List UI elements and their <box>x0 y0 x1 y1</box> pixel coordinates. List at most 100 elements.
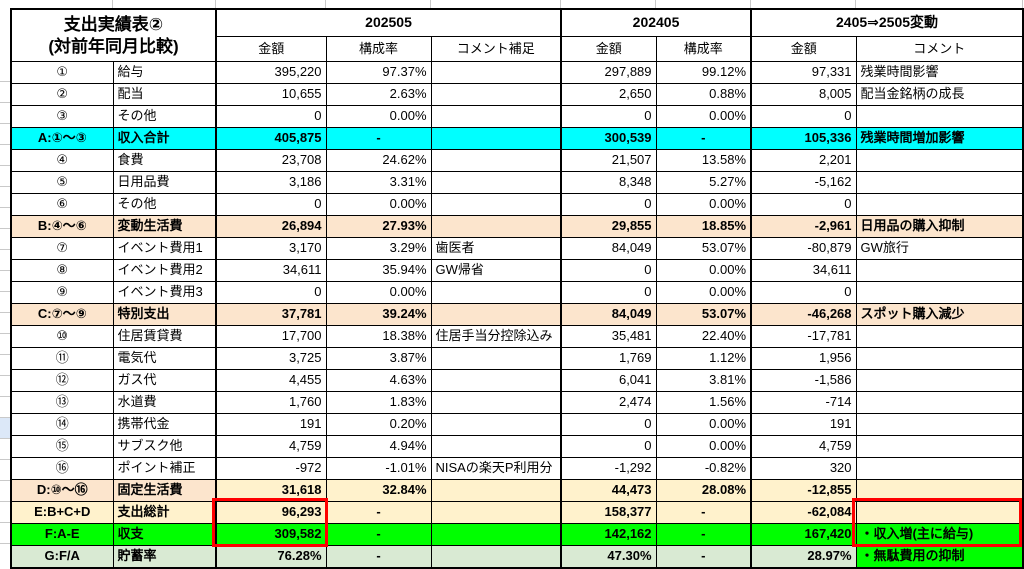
comment-supplement-cell[interactable]: NISAの楽天P利用分 <box>430 457 562 480</box>
row-id-cell[interactable]: E:B+C+D <box>10 501 114 524</box>
change-amount-cell[interactable]: -5,162 <box>750 171 857 194</box>
amount-202405-cell[interactable]: 6,041 <box>560 369 657 392</box>
ratio-202505-cell[interactable]: - <box>325 501 432 524</box>
item-name-cell[interactable]: 日用品費 <box>112 171 217 194</box>
change-comment-cell[interactable] <box>855 259 1024 282</box>
amount-202505-cell[interactable]: 4,759 <box>215 435 327 458</box>
item-name-cell[interactable]: イベント費用2 <box>112 259 217 282</box>
amount-202505-cell[interactable]: 4,455 <box>215 369 327 392</box>
subheader-amount-202405[interactable]: 金額 <box>560 36 657 62</box>
ratio-202405-cell[interactable]: 0.00% <box>655 193 752 216</box>
change-amount-cell[interactable]: -2,961 <box>750 215 857 238</box>
change-comment-cell[interactable] <box>855 369 1024 392</box>
row-id-cell[interactable]: ⑬ <box>10 391 114 414</box>
ratio-202405-cell[interactable]: 0.00% <box>655 281 752 304</box>
item-name-cell[interactable]: ガス代 <box>112 369 217 392</box>
ratio-202505-cell[interactable]: 32.84% <box>325 479 432 502</box>
amount-202405-cell[interactable]: 0 <box>560 281 657 304</box>
amount-202505-cell[interactable]: 0 <box>215 105 327 128</box>
row-id-cell[interactable]: ⑧ <box>10 259 114 282</box>
change-amount-cell[interactable]: -714 <box>750 391 857 414</box>
amount-202505-cell[interactable]: 3,725 <box>215 347 327 370</box>
change-amount-cell[interactable]: 0 <box>750 281 857 304</box>
change-comment-cell[interactable] <box>855 435 1024 458</box>
row-id-cell[interactable]: ④ <box>10 149 114 172</box>
change-amount-cell[interactable]: 97,331 <box>750 61 857 84</box>
comment-supplement-cell[interactable] <box>430 479 562 502</box>
amount-202405-cell[interactable]: 29,855 <box>560 215 657 238</box>
change-comment-cell[interactable] <box>855 105 1024 128</box>
change-amount-cell[interactable]: 320 <box>750 457 857 480</box>
ratio-202505-cell[interactable]: -1.01% <box>325 457 432 480</box>
comment-supplement-cell[interactable] <box>430 369 562 392</box>
ratio-202405-cell[interactable]: 18.85% <box>655 215 752 238</box>
row-id-cell[interactable]: ① <box>10 61 114 84</box>
ratio-202505-cell[interactable]: 0.20% <box>325 413 432 436</box>
ratio-202505-cell[interactable]: 0.00% <box>325 193 432 216</box>
row-id-cell[interactable]: G:F/A <box>10 545 114 569</box>
ratio-202505-cell[interactable]: 97.37% <box>325 61 432 84</box>
ratio-202505-cell[interactable]: - <box>325 127 432 150</box>
change-comment-cell[interactable]: スポット購入減少 <box>855 303 1024 326</box>
amount-202505-cell[interactable]: 10,655 <box>215 83 327 106</box>
subheader-change-amount[interactable]: 金額 <box>750 36 857 62</box>
item-name-cell[interactable]: 特別支出 <box>112 303 217 326</box>
amount-202405-cell[interactable]: 2,474 <box>560 391 657 414</box>
change-amount-cell[interactable]: 2,201 <box>750 149 857 172</box>
ratio-202405-cell[interactable]: 99.12% <box>655 61 752 84</box>
ratio-202405-cell[interactable]: 22.40% <box>655 325 752 348</box>
amount-202505-cell[interactable]: 37,781 <box>215 303 327 326</box>
change-comment-cell[interactable]: ・無駄費用の抑制 <box>855 545 1024 569</box>
comment-supplement-cell[interactable] <box>430 193 562 216</box>
change-amount-cell[interactable]: 4,759 <box>750 435 857 458</box>
ratio-202505-cell[interactable]: 35.94% <box>325 259 432 282</box>
change-amount-cell[interactable]: 8,005 <box>750 83 857 106</box>
change-amount-cell[interactable]: 105,336 <box>750 127 857 150</box>
change-amount-cell[interactable]: 1,956 <box>750 347 857 370</box>
change-comment-cell[interactable] <box>855 193 1024 216</box>
change-amount-cell[interactable]: -1,586 <box>750 369 857 392</box>
amount-202505-cell[interactable]: 0 <box>215 281 327 304</box>
row-id-cell[interactable]: ⑥ <box>10 193 114 216</box>
change-comment-cell[interactable]: ・収入増(主に給与) <box>855 523 1024 546</box>
ratio-202505-cell[interactable]: 3.87% <box>325 347 432 370</box>
change-comment-cell[interactable] <box>855 325 1024 348</box>
comment-supplement-cell[interactable] <box>430 215 562 238</box>
ratio-202505-cell[interactable]: 0.00% <box>325 281 432 304</box>
amount-202405-cell[interactable]: 0 <box>560 435 657 458</box>
comment-supplement-cell[interactable] <box>430 501 562 524</box>
row-id-cell[interactable]: ⑨ <box>10 281 114 304</box>
item-name-cell[interactable]: 変動生活費 <box>112 215 217 238</box>
ratio-202405-cell[interactable]: 1.12% <box>655 347 752 370</box>
row-id-cell[interactable]: ⑫ <box>10 369 114 392</box>
change-amount-cell[interactable]: 191 <box>750 413 857 436</box>
comment-supplement-cell[interactable] <box>430 61 562 84</box>
ratio-202405-cell[interactable]: 0.00% <box>655 105 752 128</box>
item-name-cell[interactable]: 収入合計 <box>112 127 217 150</box>
row-id-cell[interactable]: C:⑦〜⑨ <box>10 303 114 326</box>
item-name-cell[interactable]: 貯蓄率 <box>112 545 217 569</box>
comment-supplement-cell[interactable] <box>430 83 562 106</box>
comment-supplement-cell[interactable] <box>430 413 562 436</box>
ratio-202505-cell[interactable]: 39.24% <box>325 303 432 326</box>
amount-202405-cell[interactable]: 84,049 <box>560 303 657 326</box>
change-comment-cell[interactable]: 残業時間影響 <box>855 61 1024 84</box>
row-id-cell[interactable]: ⑦ <box>10 237 114 260</box>
item-name-cell[interactable]: 支出総計 <box>112 501 217 524</box>
amount-202505-cell[interactable]: 17,700 <box>215 325 327 348</box>
row-id-cell[interactable]: B:④〜⑥ <box>10 215 114 238</box>
change-amount-cell[interactable]: 34,611 <box>750 259 857 282</box>
change-comment-cell[interactable] <box>855 281 1024 304</box>
ratio-202405-cell[interactable]: 0.00% <box>655 413 752 436</box>
ratio-202405-cell[interactable]: 1.56% <box>655 391 752 414</box>
amount-202405-cell[interactable]: -1,292 <box>560 457 657 480</box>
ratio-202405-cell[interactable]: 13.58% <box>655 149 752 172</box>
column-group-202405[interactable]: 202405 <box>560 8 752 37</box>
change-amount-cell[interactable]: -62,084 <box>750 501 857 524</box>
amount-202405-cell[interactable]: 84,049 <box>560 237 657 260</box>
item-name-cell[interactable]: 住居賃貸費 <box>112 325 217 348</box>
ratio-202405-cell[interactable]: - <box>655 501 752 524</box>
change-comment-cell[interactable]: GW旅行 <box>855 237 1024 260</box>
item-name-cell[interactable]: 携帯代金 <box>112 413 217 436</box>
change-comment-cell[interactable] <box>855 413 1024 436</box>
